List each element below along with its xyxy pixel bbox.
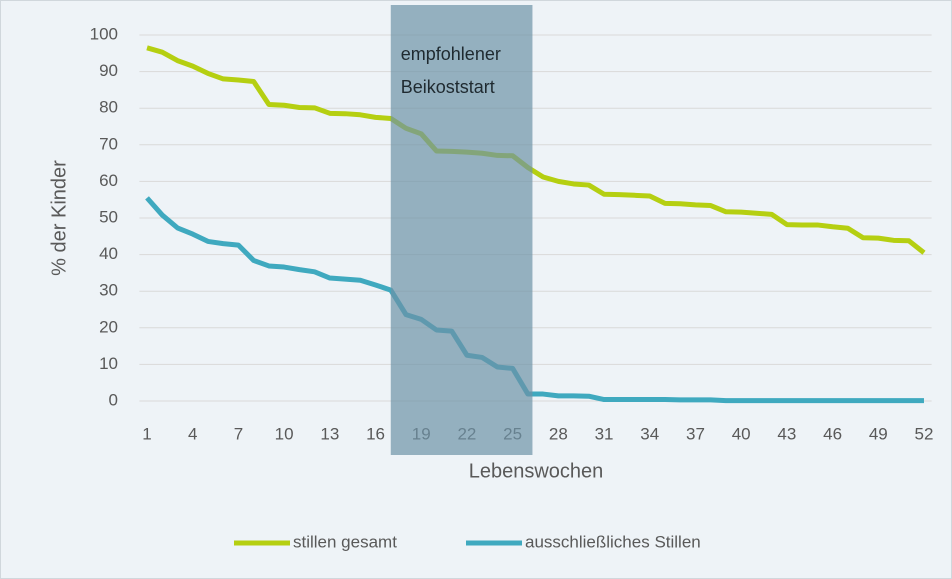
x-tick-label: 49 [869, 424, 888, 443]
highlight-band [390, 5, 533, 455]
x-tick-label: 13 [320, 424, 339, 443]
annotation: empfohlener [401, 44, 501, 64]
x-tick-label: 28 [549, 424, 568, 443]
y-tick-label: 0 [109, 390, 118, 409]
x-tick-label: 43 [777, 424, 796, 443]
x-tick-label: 40 [732, 424, 751, 443]
y-tick-label: 50 [99, 207, 118, 226]
y-tick-label: 80 [99, 98, 118, 117]
legend-label: ausschließliches Stillen [525, 532, 701, 551]
data-line [145, 196, 924, 404]
y-tick-label: 60 [99, 171, 118, 190]
x-tick-label: 4 [188, 424, 197, 443]
x-tick-label: 37 [686, 424, 705, 443]
x-tick-label: 7 [234, 424, 243, 443]
y-tick-label: 70 [99, 134, 118, 153]
x-axis-label: Lebenswochen [469, 460, 604, 482]
y-axis-label: % der Kinder [48, 160, 70, 276]
x-tick-label: 1 [142, 424, 151, 443]
x-tick-label: 46 [823, 424, 842, 443]
y-tick-label: 100 [90, 24, 118, 43]
annotation: Beikoststart [401, 77, 495, 97]
y-tick-label: 10 [99, 354, 118, 373]
x-tick-label: 34 [640, 424, 659, 443]
y-tick-label: 90 [99, 61, 118, 80]
y-tick-label: 20 [99, 317, 118, 336]
y-tick-label: 30 [99, 281, 118, 300]
x-tick-label: 31 [595, 424, 614, 443]
x-tick-label: 52 [915, 424, 934, 443]
y-tick-label: 40 [99, 244, 118, 263]
legend-label: stillen gesamt [293, 532, 397, 551]
x-tick-label: 16 [366, 424, 385, 443]
x-tick-label: 10 [275, 424, 294, 443]
data-line [146, 45, 926, 255]
